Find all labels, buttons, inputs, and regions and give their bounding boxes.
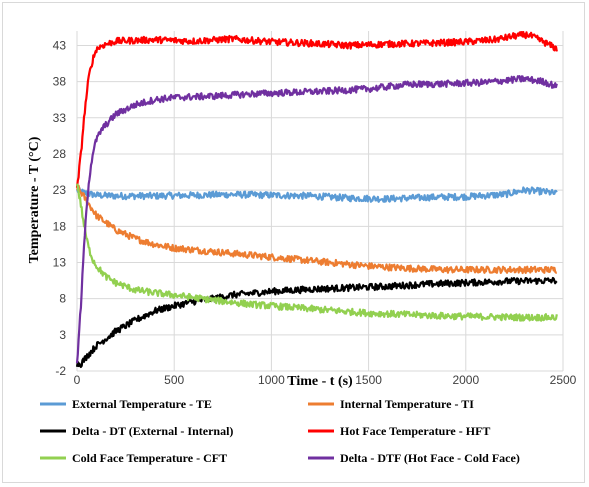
legend-label: External Temperature - TE xyxy=(72,397,212,411)
y-tick-label: 8 xyxy=(59,292,66,306)
x-tick-label: 2500 xyxy=(550,373,577,387)
series-line-4 xyxy=(75,183,558,322)
legend-label: Hot Face Temperature - HFT xyxy=(340,424,490,438)
series-line-5 xyxy=(75,75,558,364)
legend: External Temperature - TE Internal Temper… xyxy=(40,397,520,465)
y-tick-label: 38 xyxy=(53,75,67,89)
series-line-2 xyxy=(75,276,558,368)
x-axis-title: Time - t (s) xyxy=(287,374,353,389)
series-line-1 xyxy=(75,184,558,275)
y-tick-label: 33 xyxy=(53,111,67,125)
legend-label: Cold Face Temperature - CFT xyxy=(72,451,227,465)
y-tick-label: 23 xyxy=(53,183,67,197)
series-line-3 xyxy=(75,31,558,188)
series-lines xyxy=(75,31,558,368)
y-tick-label: 3 xyxy=(59,328,66,342)
x-tick-labels: 0 500 1000 1500 2000 2500 xyxy=(74,373,577,387)
y-axis-title: Temperature - T (°C) xyxy=(27,136,42,263)
x-tick-label: 1000 xyxy=(258,373,285,387)
legend-label: Delta - DT (External - Internal) xyxy=(72,424,233,438)
x-tick-label: 0 xyxy=(74,373,81,387)
y-tick-label: -2 xyxy=(55,364,66,378)
legend-label: Internal Temperature - TI xyxy=(340,397,474,411)
x-tick-label: 500 xyxy=(164,373,184,387)
y-tick-label: 13 xyxy=(53,255,67,269)
legend-label: Delta - DTF (Hot Face - Cold Face) xyxy=(340,451,520,465)
y-tick-label: 28 xyxy=(53,147,67,161)
x-tick-label: 1500 xyxy=(355,373,382,387)
y-tick-label: 18 xyxy=(53,219,67,233)
y-tick-label: 43 xyxy=(53,38,67,52)
x-tick-label: 2000 xyxy=(452,373,479,387)
series-line-0 xyxy=(75,186,558,203)
